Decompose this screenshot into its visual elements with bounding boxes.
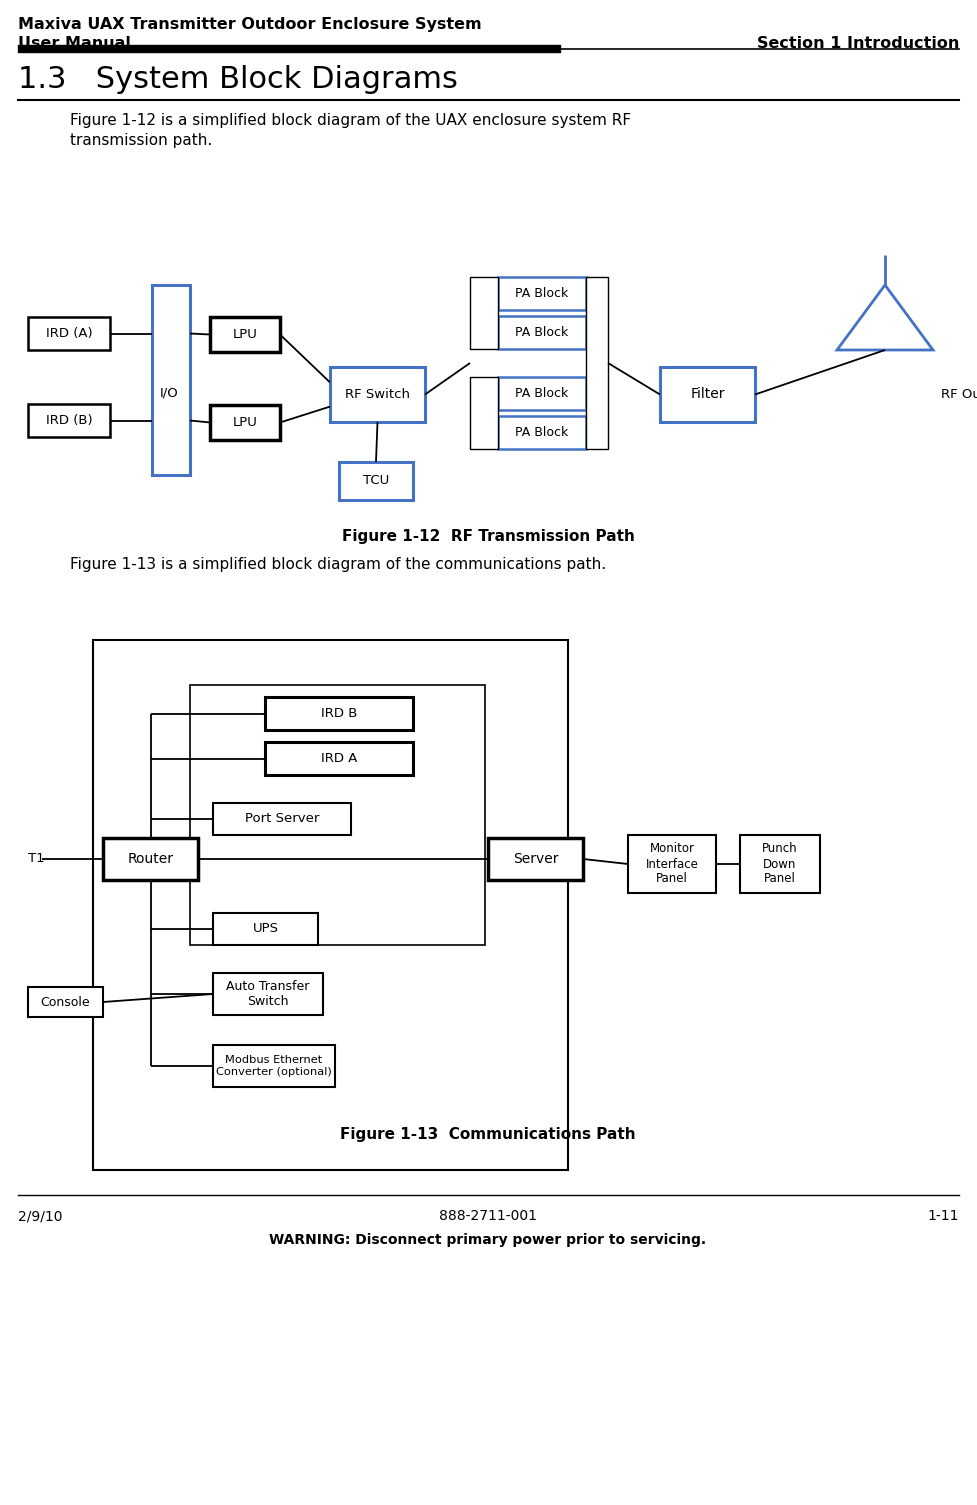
- Bar: [660, 367, 755, 421]
- Text: IRD (A): IRD (A): [46, 327, 92, 340]
- Text: Maxiva UAX Transmitter Outdoor Enclosure System: Maxiva UAX Transmitter Outdoor Enclosure…: [18, 17, 482, 32]
- Text: IRD B: IRD B: [320, 707, 358, 719]
- Bar: [498, 376, 586, 409]
- Text: Section 1 Introduction: Section 1 Introduction: [756, 36, 959, 51]
- Text: Figure 1-12 is a simplified block diagram of the UAX enclosure system RF
transmi: Figure 1-12 is a simplified block diagra…: [70, 113, 631, 147]
- Text: Monitor
Interface
Panel: Monitor Interface Panel: [646, 843, 699, 885]
- Bar: [740, 835, 820, 892]
- Bar: [498, 415, 586, 448]
- Bar: [213, 974, 323, 1014]
- Text: Router: Router: [128, 852, 174, 865]
- Text: 1.3   System Block Diagrams: 1.3 System Block Diagrams: [18, 65, 458, 93]
- Text: RF Switch: RF Switch: [345, 388, 410, 400]
- Bar: [470, 376, 498, 448]
- Bar: [28, 318, 110, 351]
- Text: UPS: UPS: [252, 923, 278, 936]
- Text: T1: T1: [28, 852, 45, 865]
- Text: Console: Console: [41, 995, 90, 1008]
- Text: PA Block: PA Block: [516, 287, 569, 299]
- Bar: [93, 640, 568, 1169]
- Bar: [265, 742, 413, 775]
- Text: IRD (B): IRD (B): [46, 414, 92, 427]
- Bar: [498, 316, 586, 349]
- Text: 1-11: 1-11: [927, 1209, 959, 1224]
- Bar: [330, 367, 425, 421]
- Text: TCU: TCU: [362, 474, 389, 488]
- Text: 888-2711-001: 888-2711-001: [439, 1209, 537, 1224]
- Text: IRD A: IRD A: [320, 752, 358, 765]
- Bar: [103, 838, 198, 880]
- Text: Filter: Filter: [690, 387, 725, 402]
- Bar: [28, 987, 103, 1017]
- Bar: [498, 277, 586, 310]
- Bar: [210, 318, 280, 352]
- Bar: [28, 403, 110, 436]
- Text: Auto Transfer
Switch: Auto Transfer Switch: [227, 980, 310, 1008]
- Text: PA Block: PA Block: [516, 327, 569, 339]
- Text: Figure 1-13 is a simplified block diagram of the communications path.: Figure 1-13 is a simplified block diagra…: [70, 557, 606, 572]
- Bar: [586, 277, 608, 448]
- Polygon shape: [837, 284, 933, 351]
- Bar: [152, 284, 190, 476]
- Bar: [190, 685, 485, 945]
- Text: Port Server: Port Server: [245, 813, 319, 826]
- Text: LPU: LPU: [233, 415, 257, 429]
- Bar: [265, 697, 413, 730]
- Text: PA Block: PA Block: [516, 387, 569, 400]
- Bar: [488, 838, 583, 880]
- Bar: [470, 277, 498, 349]
- Bar: [210, 405, 280, 439]
- Text: 2/9/10: 2/9/10: [18, 1209, 63, 1224]
- Text: LPU: LPU: [233, 328, 257, 342]
- Bar: [628, 835, 716, 892]
- Text: I/O: I/O: [159, 387, 179, 400]
- Text: WARNING: Disconnect primary power prior to servicing.: WARNING: Disconnect primary power prior …: [270, 1233, 706, 1248]
- Text: Modbus Ethernet
Converter (optional): Modbus Ethernet Converter (optional): [216, 1055, 332, 1076]
- Text: PA Block: PA Block: [516, 426, 569, 439]
- Bar: [339, 462, 413, 500]
- Text: Punch
Down
Panel: Punch Down Panel: [762, 843, 798, 885]
- Text: Server: Server: [513, 852, 558, 865]
- Text: Figure 1-12  RF Transmission Path: Figure 1-12 RF Transmission Path: [342, 530, 634, 545]
- Bar: [213, 1044, 335, 1087]
- Text: RF Out: RF Out: [941, 388, 977, 400]
- Text: User Manual: User Manual: [18, 36, 131, 51]
- Text: Figure 1-13  Communications Path: Figure 1-13 Communications Path: [340, 1127, 636, 1142]
- Bar: [213, 914, 318, 945]
- Bar: [213, 804, 351, 835]
